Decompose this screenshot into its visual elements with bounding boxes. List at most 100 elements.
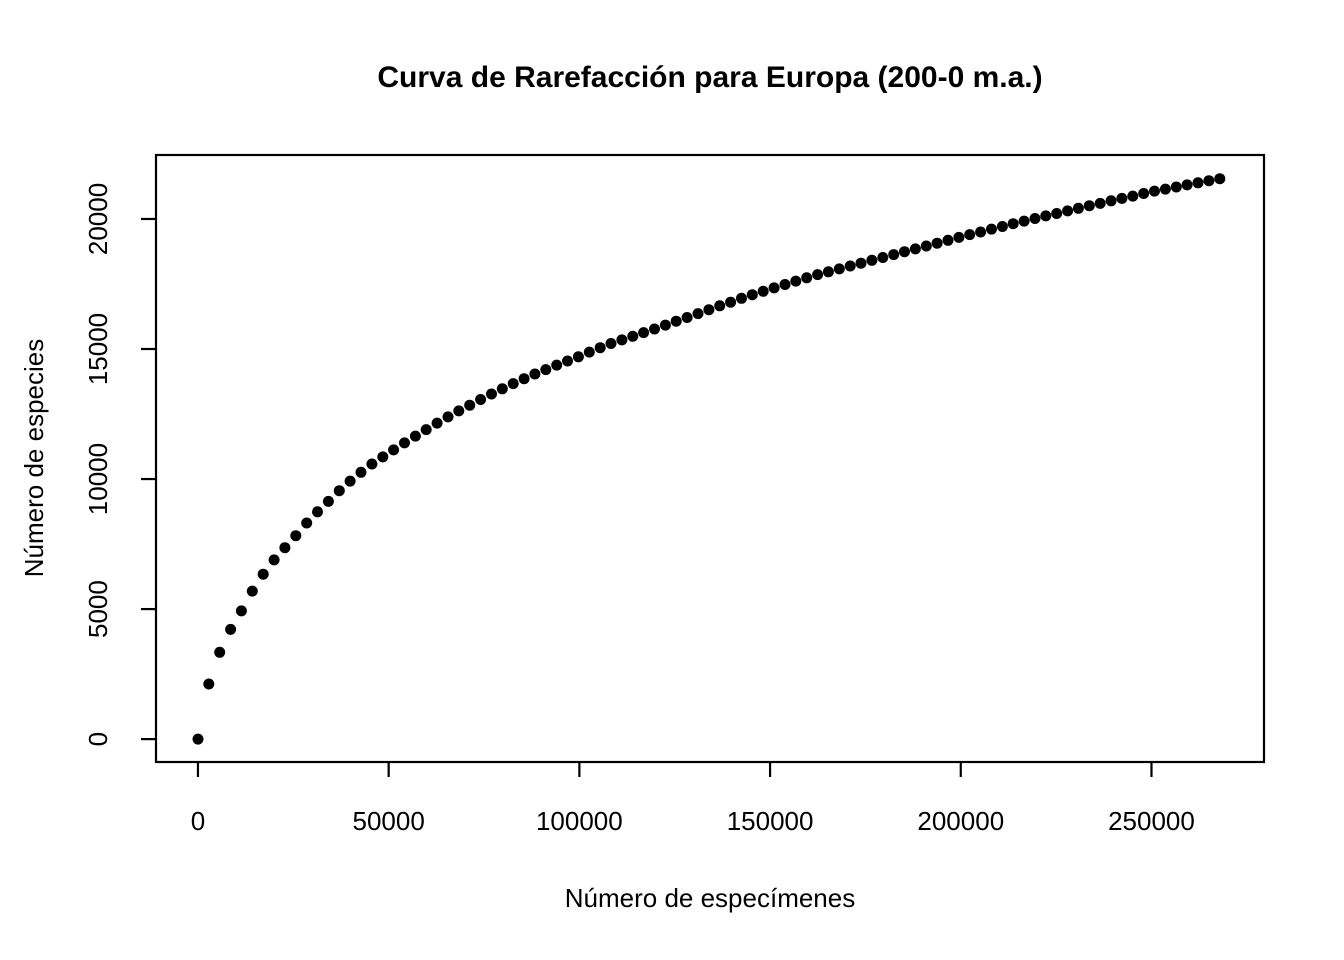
data-point [1203, 175, 1215, 187]
data-point [627, 330, 639, 342]
data-point [486, 388, 497, 400]
data-point [572, 351, 584, 363]
data-point [768, 282, 780, 294]
data-point [736, 292, 747, 304]
data-point [540, 364, 552, 376]
x-tick-label: 250000 [1108, 806, 1195, 836]
data-point [953, 231, 965, 243]
data-point [1094, 197, 1106, 209]
y-tick-label: 15000 [83, 313, 113, 385]
data-point [942, 234, 954, 246]
data-point [1062, 205, 1074, 217]
data-point [301, 517, 313, 529]
data-point [1116, 192, 1128, 204]
data-point [442, 411, 454, 423]
data-point [779, 279, 791, 290]
data-point [1040, 210, 1052, 222]
data-point [1083, 200, 1095, 212]
data-point [1170, 181, 1182, 193]
data-point [964, 229, 976, 241]
data-point [1051, 208, 1063, 219]
x-tick-label: 150000 [727, 806, 814, 836]
data-point [605, 338, 617, 349]
data-point [355, 466, 367, 478]
data-point [822, 266, 834, 278]
data-point [670, 315, 682, 327]
data-point [235, 605, 247, 617]
data-point [1018, 215, 1030, 227]
data-point [1181, 179, 1193, 191]
data-point [714, 300, 726, 312]
data-point [475, 394, 487, 405]
data-point [899, 246, 910, 258]
data-point [344, 475, 356, 487]
data-point [649, 323, 660, 335]
data-point [464, 399, 476, 411]
data-point [518, 373, 530, 385]
data-point [975, 226, 987, 238]
y-tick-label: 0 [83, 732, 113, 746]
data-point [225, 623, 237, 635]
data-point [192, 733, 204, 745]
y-axis-title: Número de especies [19, 338, 49, 578]
x-tick-label: 100000 [536, 806, 623, 836]
x-tick-label: 0 [191, 806, 205, 836]
data-point [420, 424, 432, 436]
data-point [681, 312, 693, 323]
data-point [562, 355, 573, 367]
data-point [290, 530, 302, 542]
data-point [703, 304, 715, 316]
data-point [725, 296, 737, 308]
data-point [920, 240, 932, 252]
x-tick-label: 50000 [353, 806, 425, 836]
data-point [746, 289, 758, 301]
data-point [801, 272, 813, 284]
data-point [322, 495, 334, 507]
data-point [453, 405, 465, 417]
data-point [638, 327, 650, 339]
y-tick-label: 10000 [83, 443, 113, 515]
data-point [1105, 195, 1117, 207]
data-point [377, 451, 389, 463]
data-point [1127, 190, 1139, 202]
data-point [529, 368, 541, 380]
data-point [399, 437, 410, 449]
data-point [866, 254, 878, 266]
data-point [1149, 185, 1160, 197]
data-point [659, 319, 671, 331]
data-point [616, 334, 628, 346]
y-tick-label: 20000 [83, 183, 113, 255]
data-point [268, 554, 280, 566]
data-point [757, 285, 769, 297]
data-point [1214, 173, 1226, 185]
data-point [431, 417, 443, 429]
data-point [388, 444, 400, 456]
data-point [996, 221, 1008, 232]
data-point [1138, 188, 1150, 199]
data-point [594, 342, 606, 354]
data-point [909, 243, 921, 255]
x-tick-label: 200000 [917, 806, 1004, 836]
data-point [279, 542, 291, 554]
data-point [214, 646, 226, 658]
data-point [257, 568, 269, 580]
data-point [1007, 218, 1019, 230]
data-point [855, 257, 867, 269]
data-point [790, 275, 802, 287]
data-point [409, 430, 421, 442]
data-point [877, 252, 889, 263]
chart-title: Curva de Rarefacción para Europa (200-0 … [377, 61, 1043, 94]
data-point [1072, 202, 1084, 214]
data-point [931, 237, 943, 249]
data-point [692, 308, 704, 320]
data-point [986, 223, 997, 235]
data-point [844, 260, 856, 272]
plot-box [154, 153, 1266, 764]
data-point [496, 383, 508, 395]
data-point [1159, 183, 1171, 195]
data-point [1029, 213, 1041, 224]
data-point [246, 585, 258, 597]
data-point [551, 359, 563, 371]
